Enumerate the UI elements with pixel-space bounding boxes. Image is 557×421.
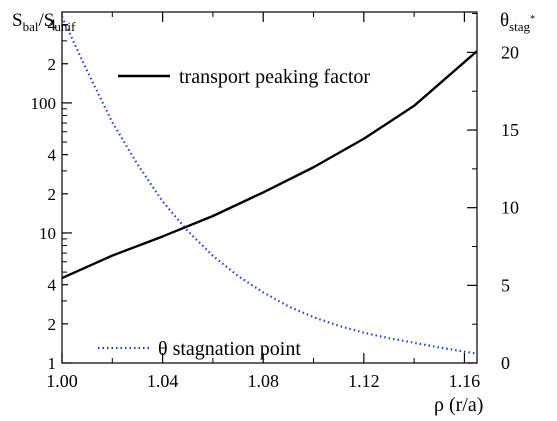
x-tick-label: 1.16 [449, 371, 481, 391]
x-tick-label: 1.12 [348, 371, 380, 391]
svg-text:θstag*: θstag* [500, 10, 535, 34]
x-axis-label: ρ (r/a) [434, 394, 483, 416]
y-left-tick-label: 10 [39, 224, 56, 243]
y-right-tick-label: 20 [501, 42, 519, 62]
y-left-tick-label: 2 [48, 315, 57, 334]
y-left-tick-label: 4 [48, 146, 57, 165]
series-lines [61, 16, 478, 355]
y-left-label-sub2: unif [54, 19, 76, 34]
y-left-tick-label: 100 [31, 94, 57, 113]
legend-entry-stagnation: θ stagnation point [98, 338, 301, 360]
series-line-stagnation [61, 16, 478, 355]
y-right-label-sub: stag [509, 19, 530, 34]
plot-frame [61, 11, 478, 364]
tick-marks [61, 12, 477, 364]
y-right-label-sup: * [530, 14, 535, 25]
y-left-label-main: S [12, 10, 23, 31]
x-tick-label: 1.08 [247, 371, 279, 391]
y-left-tick-label: 2 [48, 185, 57, 204]
y-left-tick-label: 2 [48, 55, 57, 74]
y-axis-right-label: θstag* [500, 10, 535, 34]
y-left-label-sub1: bal [23, 19, 39, 34]
y-right-tick-label: 15 [501, 120, 519, 140]
y-right-tick-label: 10 [501, 198, 519, 218]
y-right-tick-label: 5 [501, 275, 510, 295]
series-line-transport [61, 50, 478, 280]
y-left-tick-label: 1 [48, 354, 57, 373]
svg-text:Sbal/Sunif: Sbal/Sunif [12, 10, 76, 34]
y-axis-left-label: Sbal/Sunif [12, 10, 76, 34]
y-left-tick-label: 4 [48, 16, 57, 35]
legend-label-stagnation: θ stagnation point [158, 338, 301, 360]
legend-entry-transport: transport peaking factor [118, 66, 370, 88]
y-right-label-main: θ [500, 10, 509, 31]
x-tick-label: 1.04 [147, 371, 179, 391]
x-tick-label: 1.00 [46, 371, 78, 391]
y-right-tick-label: 0 [501, 353, 510, 373]
legend-label-transport: transport peaking factor [179, 66, 370, 88]
plot-area-group [61, 11, 478, 364]
y-left-tick-label: 4 [48, 276, 57, 295]
y-left-label-slash: /S [38, 10, 54, 31]
